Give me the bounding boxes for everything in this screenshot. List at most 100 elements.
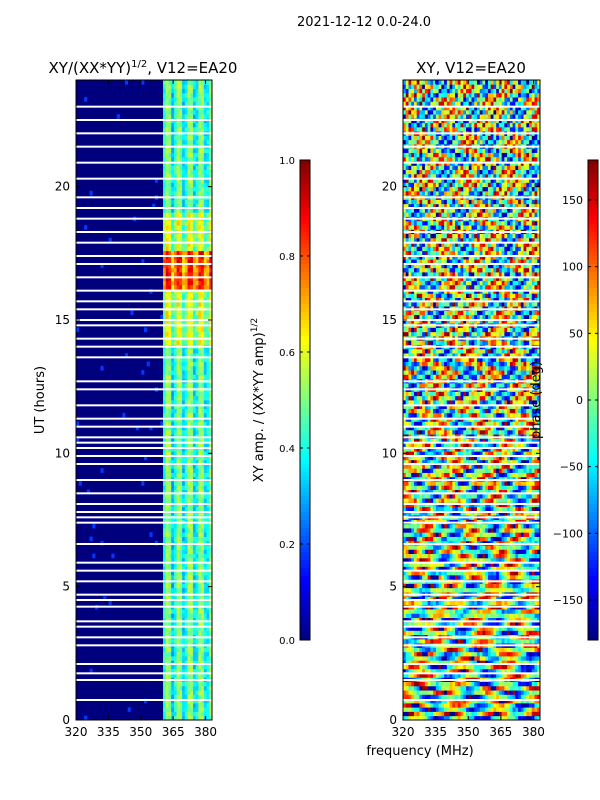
heatmap-cell	[152, 203, 156, 209]
heatmap-cell	[518, 626, 522, 631]
heatmap-cell	[411, 557, 415, 563]
heatmap-cell	[190, 284, 194, 290]
heatmap-cell	[163, 233, 167, 239]
heatmap-cell	[529, 651, 533, 657]
colorbar-segment	[300, 316, 310, 321]
heatmap-cell	[466, 570, 470, 576]
heatmap-cell	[182, 276, 186, 281]
heatmap-cell	[179, 254, 183, 260]
heatmap-cell	[515, 681, 519, 687]
heatmap-cell	[206, 122, 210, 128]
heatmap-cell	[430, 698, 434, 704]
heatmap-cell	[163, 493, 167, 499]
heatmap-cell	[441, 630, 445, 636]
heatmap-cell	[195, 651, 199, 657]
heatmap-cell	[182, 459, 186, 465]
heatmap-cell	[490, 685, 494, 691]
heatmap-cell	[449, 660, 453, 665]
heatmap-cell	[176, 139, 180, 145]
heatmap-cell	[531, 664, 535, 670]
heatmap-cell	[171, 165, 175, 170]
heatmap-cell	[523, 702, 527, 708]
heatmap-cell	[487, 613, 492, 618]
heatmap-cell	[446, 647, 450, 653]
heatmap-cell	[203, 370, 207, 375]
heatmap-cell	[182, 553, 186, 559]
heatmap-cell	[184, 600, 188, 606]
heatmap-cell	[203, 574, 207, 580]
heatmap-cell	[537, 690, 541, 695]
heatmap-cell	[203, 446, 207, 452]
heatmap-cell	[198, 331, 202, 337]
heatmap-cell	[474, 660, 478, 665]
heatmap-cell	[405, 549, 409, 554]
heatmap-cell	[179, 88, 183, 94]
heatmap-cell	[192, 557, 197, 563]
heatmap-cell	[195, 357, 199, 362]
heatmap-cell	[435, 630, 440, 636]
heatmap-cell	[416, 656, 420, 661]
heatmap-cell	[187, 284, 191, 290]
heatmap-cell	[468, 685, 472, 691]
heatmap-cell	[203, 400, 207, 405]
heatmap-cell	[460, 583, 464, 589]
heatmap-cell	[195, 84, 199, 89]
heatmap-cell	[163, 246, 167, 252]
heatmap-cell	[198, 237, 202, 243]
heatmap-cell	[198, 583, 202, 589]
heatmap-cell	[195, 374, 199, 380]
heatmap-cell	[419, 570, 423, 576]
heatmap-cell	[201, 711, 205, 717]
heatmap-cell	[179, 395, 183, 401]
heatmap-cell	[403, 621, 407, 627]
heatmap-cell	[518, 549, 522, 554]
heatmap-cell	[479, 621, 483, 627]
heatmap-cell	[209, 327, 213, 333]
heatmap-cell	[198, 421, 202, 426]
heatmap-cell	[493, 656, 497, 661]
heatmap-cell	[165, 80, 169, 85]
heatmap-cell	[203, 353, 207, 358]
heatmap-cell	[455, 626, 459, 631]
heatmap-cell	[201, 549, 205, 554]
heatmap-cell	[176, 391, 180, 397]
heatmap-cell	[184, 318, 188, 324]
heatmap-cell	[496, 702, 500, 708]
heatmap-cell	[416, 694, 420, 700]
heatmap-cell	[452, 698, 456, 704]
heatmap-cell	[209, 617, 213, 623]
heatmap-cell	[419, 702, 423, 708]
heatmap-cell	[179, 638, 183, 644]
heatmap-cell	[184, 395, 188, 401]
heatmap-cell	[187, 472, 191, 478]
heatmap-cell	[171, 340, 175, 345]
heatmap-cell	[163, 459, 167, 465]
heatmap-cell	[195, 340, 199, 345]
heatmap-cell	[182, 621, 186, 627]
heatmap-cell	[171, 425, 175, 431]
heatmap-cell	[173, 421, 178, 426]
heatmap-cell	[163, 626, 167, 631]
heatmap-cell	[198, 630, 202, 636]
heatmap-cell	[487, 621, 492, 627]
heatmap-cell	[182, 400, 186, 405]
heatmap-cell	[173, 135, 178, 141]
missing-row	[76, 605, 212, 608]
heatmap-cell	[504, 685, 508, 691]
heatmap-cell	[403, 557, 407, 563]
heatmap-cell	[529, 574, 533, 580]
heatmap-cell	[171, 242, 175, 247]
colorbar-segment	[300, 356, 310, 361]
heatmap-cell	[182, 122, 186, 128]
heatmap-cell	[427, 549, 431, 554]
heatmap-cell	[509, 711, 513, 717]
heatmap-cell	[179, 203, 183, 209]
heatmap-cell	[168, 506, 172, 512]
heatmap-cell	[182, 472, 186, 478]
heatmap-cell	[179, 220, 183, 226]
heatmap-cell	[515, 609, 519, 614]
heatmap-cell	[466, 668, 470, 674]
heatmap-cell	[487, 668, 492, 674]
heatmap-cell	[444, 596, 448, 601]
heatmap-cell	[165, 685, 169, 691]
